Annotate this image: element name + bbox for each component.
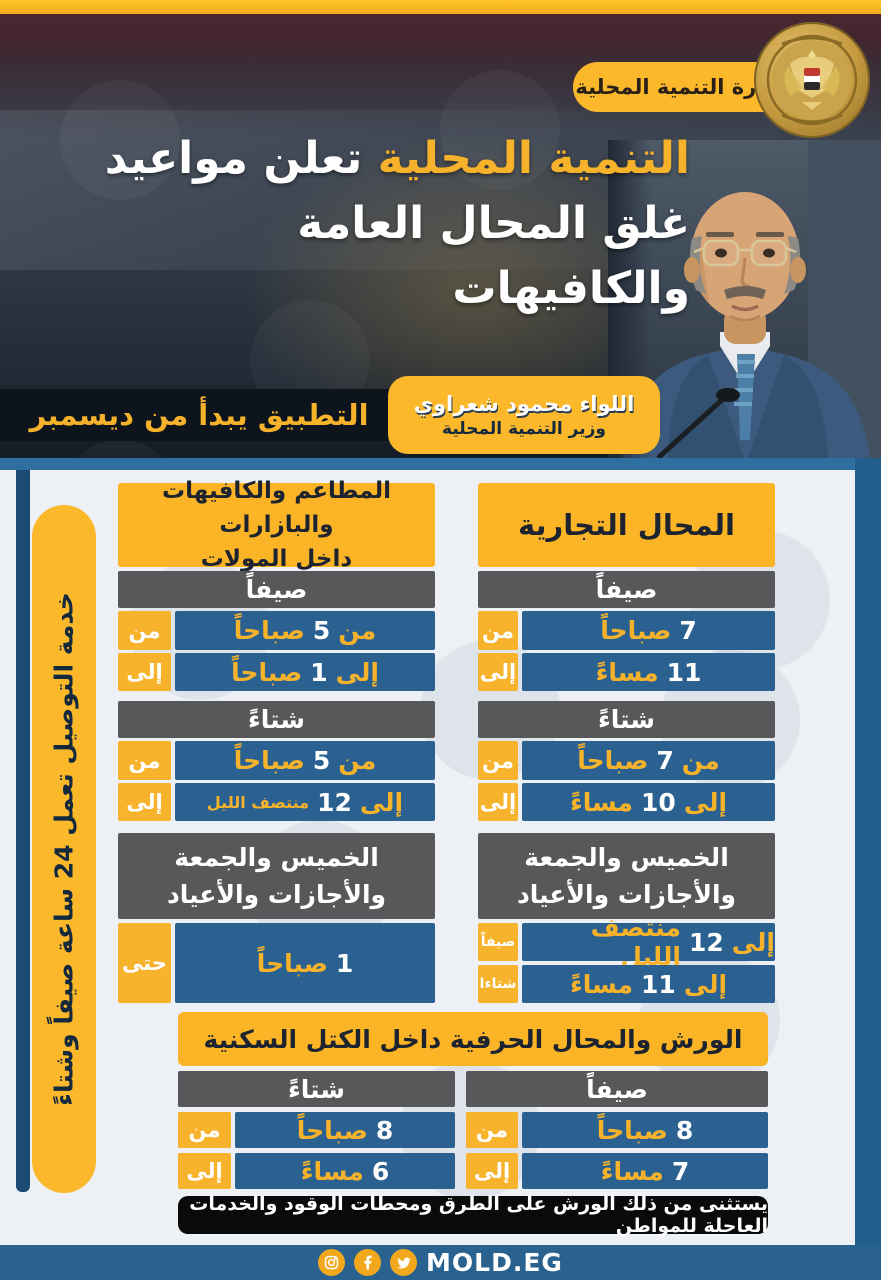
season-header-summer: صيفاً: [466, 1071, 768, 1107]
row-value: إلى 12 منتصف الليل: [175, 783, 435, 821]
shops-table: المحال التجارية صيفاً 7 صباحاً من 11 مسا…: [478, 483, 775, 1003]
row-label: إلى: [478, 783, 518, 821]
season-header-winter: شتاءً: [118, 701, 435, 738]
workshops-summer-column: صيفاً 8 صباحاً من 7 مساءً إلى: [466, 1071, 768, 1189]
row-value: إلى 11 مساءً: [522, 965, 775, 1003]
minister-title: وزير التنمية المحلية: [442, 418, 606, 439]
watermark-circle: [440, 70, 560, 190]
row-label: إلى: [118, 783, 171, 821]
row-value: من 7 صباحاً: [522, 741, 775, 780]
row-label: من: [118, 611, 171, 650]
delivery-note-pill: خدمة التوصيل تعمل 24 ساعة صيفاً وشتاءً: [32, 505, 96, 1193]
row-value: 11 مساءً: [522, 653, 775, 691]
row-value: 7 صباحاً: [522, 611, 775, 650]
table-row: 7 مساءً إلى: [466, 1153, 768, 1189]
ministry-badge-label: وزارة التنمية المحلية: [575, 75, 789, 99]
row-value: إلى 1 صباحاً: [175, 653, 435, 691]
row-label: إلى: [478, 653, 518, 691]
table-row: إلى 10 مساءً إلى: [478, 783, 775, 821]
row-value: إلى 12 منتصف الليل: [522, 913, 775, 971]
shops-title: المحال التجارية: [478, 483, 775, 567]
table-row: إلى 12 منتصف الليل صيفاً: [478, 913, 775, 971]
table-row: 8 صباحاً من: [178, 1112, 455, 1148]
row-label: إلى: [118, 653, 171, 691]
table-row: 7 صباحاً من: [478, 611, 775, 650]
row-label: من: [118, 741, 171, 780]
row-value: 7 مساءً: [522, 1153, 768, 1189]
holidays-header: الخميس والجمعة والأجازات والأعياد: [478, 833, 775, 919]
footer-site-link[interactable]: MOLD.EG: [426, 1248, 563, 1277]
disclaimer-text: يستثنى من ذلك الورش على الطرق ومحطات الو…: [189, 1193, 768, 1237]
season-header-summer: صيفاً: [118, 571, 435, 608]
title-line-2: غلق المحال العامة: [297, 198, 690, 249]
row-label: إلى: [178, 1153, 231, 1189]
table-row: 1 صباحاً حتى: [118, 923, 435, 1003]
row-value: من 5 صباحاً: [175, 611, 435, 650]
table-row: 8 صباحاً من: [466, 1112, 768, 1148]
restaurants-table: المطاعم والكافيهات والبازارات داخل المول…: [118, 478, 435, 1003]
workshops-winter-column: شتاءً 8 صباحاً من 6 مساءً إلى: [178, 1071, 455, 1189]
disclaimer-bar: يستثنى من ذلك الورش على الطرق ومحطات الو…: [178, 1193, 768, 1237]
top-yellow-strip: [0, 0, 881, 14]
workshops-title: الورش والمحال الحرفية داخل الكتل السكنية: [178, 1012, 768, 1066]
row-value: إلى 10 مساءً: [522, 783, 775, 821]
restaurants-title: المطاعم والكافيهات والبازارات داخل المول…: [118, 478, 435, 572]
row-label: من: [478, 611, 518, 650]
delivery-note-text: خدمة التوصيل تعمل 24 ساعة صيفاً وشتاءً: [49, 592, 79, 1106]
minister-name: اللواء محمود شعراوي: [413, 391, 635, 416]
frame-top: [0, 458, 881, 470]
row-value: 8 صباحاً: [522, 1112, 768, 1148]
holidays-header: الخميس والجمعة والأجازات والأعياد: [118, 833, 435, 919]
start-date-banner: التطبيق يبدأ من ديسمبر: [0, 389, 398, 441]
minister-name-tag: اللواء محمود شعراوي وزير التنمية المحلية: [388, 376, 660, 454]
ministry-emblem-icon: [752, 20, 872, 140]
start-date-text: التطبيق يبدأ من ديسمبر: [29, 398, 369, 432]
row-value: 1 صباحاً: [175, 923, 435, 1003]
table-row: إلى 11 مساءً شتاءا: [478, 965, 775, 1003]
page-title: التنمية المحلية تعلن مواعيد غلق المحال ا…: [40, 126, 690, 321]
footer-bar: MOLD.EG: [0, 1245, 881, 1280]
watermark-circle: [60, 80, 180, 200]
table-row: من 7 صباحاً من: [478, 741, 775, 780]
row-label: من: [478, 741, 518, 780]
frame-left: [16, 470, 30, 1192]
row-label: شتاءا: [478, 965, 518, 1003]
workshops-table: الورش والمحال الحرفية داخل الكتل السكنية…: [178, 1012, 768, 1189]
title-line-1: التنمية المحلية تعلن مواعيد: [40, 126, 690, 191]
table-row: من 5 صباحاً من: [118, 741, 435, 780]
twitter-icon[interactable]: [390, 1249, 418, 1276]
ministry-badge: وزارة التنمية المحلية: [573, 62, 791, 112]
title-rest: تعلن مواعيد: [104, 133, 363, 184]
row-label: صيفاً: [478, 923, 518, 961]
frame-right: [855, 458, 881, 1245]
table-row: إلى 12 منتصف الليل إلى: [118, 783, 435, 821]
season-header-winter: شتاءً: [178, 1071, 455, 1107]
row-value: 8 صباحاً: [235, 1112, 455, 1148]
season-header-summer: صيفاً: [478, 571, 775, 608]
row-value: 6 مساءً: [235, 1153, 455, 1189]
row-value: من 5 صباحاً: [175, 741, 435, 780]
season-header-winter: شتاءً: [478, 701, 775, 738]
table-row: 11 مساءً إلى: [478, 653, 775, 691]
row-label: إلى: [466, 1153, 518, 1189]
facebook-icon[interactable]: [354, 1249, 382, 1276]
title-highlight: التنمية المحلية: [377, 133, 690, 184]
table-row: من 5 صباحاً من: [118, 611, 435, 650]
table-row: إلى 1 صباحاً إلى: [118, 653, 435, 691]
row-label: حتى: [118, 923, 171, 1003]
instagram-icon[interactable]: [318, 1249, 346, 1276]
table-row: 6 مساءً إلى: [178, 1153, 455, 1189]
title-line-3: والكافيهات: [452, 263, 690, 314]
row-label: من: [466, 1112, 518, 1148]
row-label: من: [178, 1112, 231, 1148]
